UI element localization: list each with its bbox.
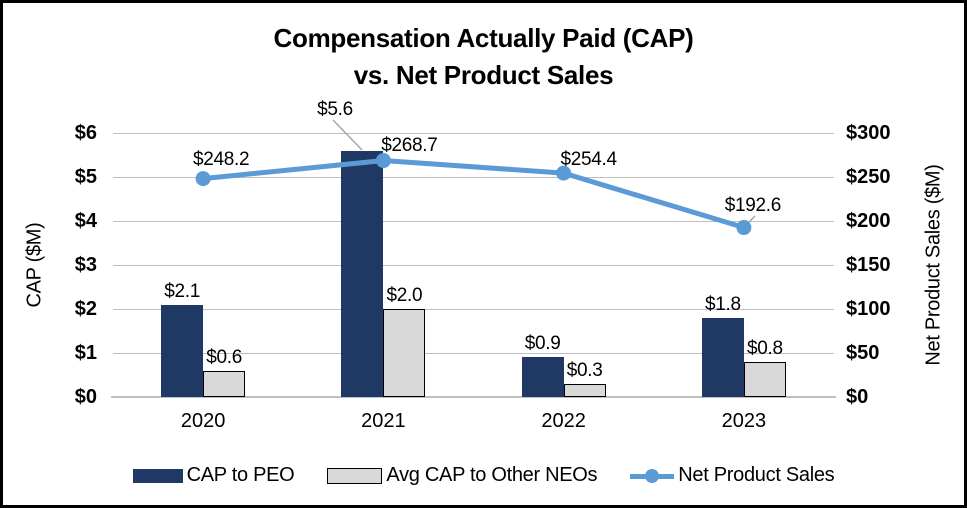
leader-line-5-6 bbox=[332, 119, 363, 151]
legend-label-avg-cap-neos: Avg CAP to Other NEOs bbox=[386, 464, 598, 486]
x-tick-2020: 2020 bbox=[180, 410, 226, 432]
data-label-net-product-sales-2022: $254.4 bbox=[560, 149, 617, 171]
bar-cap-to-peo-2020 bbox=[161, 304, 204, 397]
left-axis-tick-3: $3 bbox=[74, 254, 97, 276]
legend-item-cap-to-peo: CAP to PEO bbox=[132, 464, 295, 487]
left-axis-tick-1: $1 bbox=[74, 342, 97, 364]
bar-cap-to-peo-2022 bbox=[521, 357, 564, 397]
data-label-avg-cap-neos-2023: $0.8 bbox=[746, 337, 783, 359]
bar-avg-cap-neos-2020 bbox=[203, 370, 246, 397]
data-label-avg-cap-neos-2022: $0.3 bbox=[566, 359, 603, 381]
legend-label-cap-to-peo: CAP to PEO bbox=[186, 464, 295, 486]
bar-cap-to-peo-2023 bbox=[701, 317, 744, 397]
gridline bbox=[113, 132, 834, 134]
data-label-cap-to-peo-2023: $1.8 bbox=[704, 293, 741, 315]
left-axis-tick-4: $4 bbox=[74, 210, 97, 232]
data-label-avg-cap-neos-2020: $0.6 bbox=[206, 346, 243, 368]
data-label-cap-to-peo-2020: $2.1 bbox=[164, 280, 201, 302]
legend: CAP to PEO Avg CAP to Other NEOs Net Pro… bbox=[3, 464, 964, 487]
legend-label-net-product-sales: Net Product Sales bbox=[678, 464, 835, 486]
net-product-sales-line bbox=[202, 158, 745, 230]
right-axis-tick-0: $0 bbox=[846, 386, 869, 408]
net-product-sales-marker-2022 bbox=[556, 165, 572, 181]
data-label-net-product-sales-2020: $248.2 bbox=[192, 148, 250, 170]
right-axis-tick-100: $100 bbox=[846, 298, 891, 320]
x-tick-2021: 2021 bbox=[361, 410, 406, 432]
bar-cap-to-peo-2021 bbox=[341, 150, 384, 397]
data-label-cap-to-peo-2022: $0.9 bbox=[524, 333, 561, 355]
gridline bbox=[113, 352, 834, 354]
net-product-sales-marker-2023 bbox=[736, 220, 752, 236]
legend-item-net-product-sales: Net Product Sales bbox=[630, 464, 835, 487]
cap-to-peo-swatch bbox=[132, 468, 183, 483]
x-tick-2023: 2023 bbox=[721, 410, 767, 432]
gridline bbox=[113, 308, 834, 310]
gridline bbox=[113, 264, 834, 266]
bar-avg-cap-neos-2023 bbox=[743, 361, 786, 397]
chart-title-line1: Compensation Actually Paid (CAP) bbox=[273, 23, 694, 53]
right-axis-tick-300: $300 bbox=[846, 122, 891, 144]
data-label-net-product-sales-2023: $192.6 bbox=[724, 194, 782, 216]
net-product-sales-marker-2020 bbox=[195, 171, 211, 187]
right-axis-tick-200: $200 bbox=[846, 210, 891, 232]
net-product-sales-swatch bbox=[630, 468, 675, 484]
chart-title: Compensation Actually Paid (CAP) vs. Net… bbox=[3, 20, 964, 94]
x-axis-line bbox=[111, 396, 836, 398]
left-axis-tick-0: $0 bbox=[74, 386, 97, 408]
data-label-avg-cap-neos-2021: $2.0 bbox=[386, 285, 423, 306]
gridline bbox=[113, 176, 834, 178]
legend-item-avg-cap-neos: Avg CAP to Other NEOs bbox=[327, 464, 598, 487]
avg-cap-neos-swatch bbox=[327, 467, 383, 484]
net-product-sales-line-layer bbox=[195, 119, 756, 236]
left-axis-tick-2: $2 bbox=[74, 298, 97, 320]
bar-avg-cap-neos-2021 bbox=[383, 309, 426, 397]
chart-title-line2: vs. Net Product Sales bbox=[353, 60, 614, 90]
right-axis-tick-250: $250 bbox=[846, 166, 891, 188]
x-tick-2022: 2022 bbox=[541, 410, 586, 432]
right-axis-tick-150: $150 bbox=[846, 254, 891, 276]
data-label-net-product-sales-2021: $268.7 bbox=[381, 134, 438, 156]
right-axis-tick-50: $50 bbox=[846, 342, 880, 364]
line-swatch-marker-icon bbox=[645, 468, 660, 483]
bar-avg-cap-neos-2022 bbox=[563, 383, 606, 397]
gridline bbox=[113, 220, 834, 222]
data-label-cap-to-peo-2021: $5.6 bbox=[317, 99, 353, 120]
net-product-sales-marker-2021 bbox=[375, 153, 391, 169]
left-axis-tick-5: $5 bbox=[74, 166, 97, 188]
left-axis-tick-6: $6 bbox=[74, 122, 97, 144]
